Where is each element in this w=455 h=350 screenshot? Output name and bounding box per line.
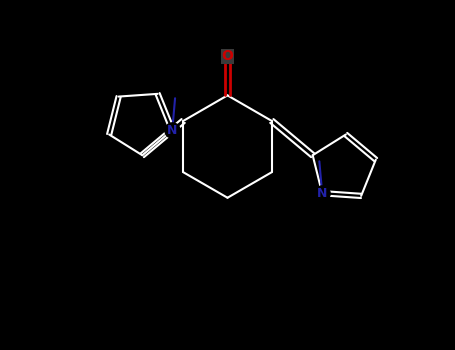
Text: O: O bbox=[222, 49, 233, 63]
Point bbox=[318, 190, 326, 196]
Text: N: N bbox=[167, 124, 177, 136]
FancyBboxPatch shape bbox=[221, 49, 234, 64]
Point bbox=[169, 127, 176, 133]
Text: N: N bbox=[317, 187, 327, 200]
